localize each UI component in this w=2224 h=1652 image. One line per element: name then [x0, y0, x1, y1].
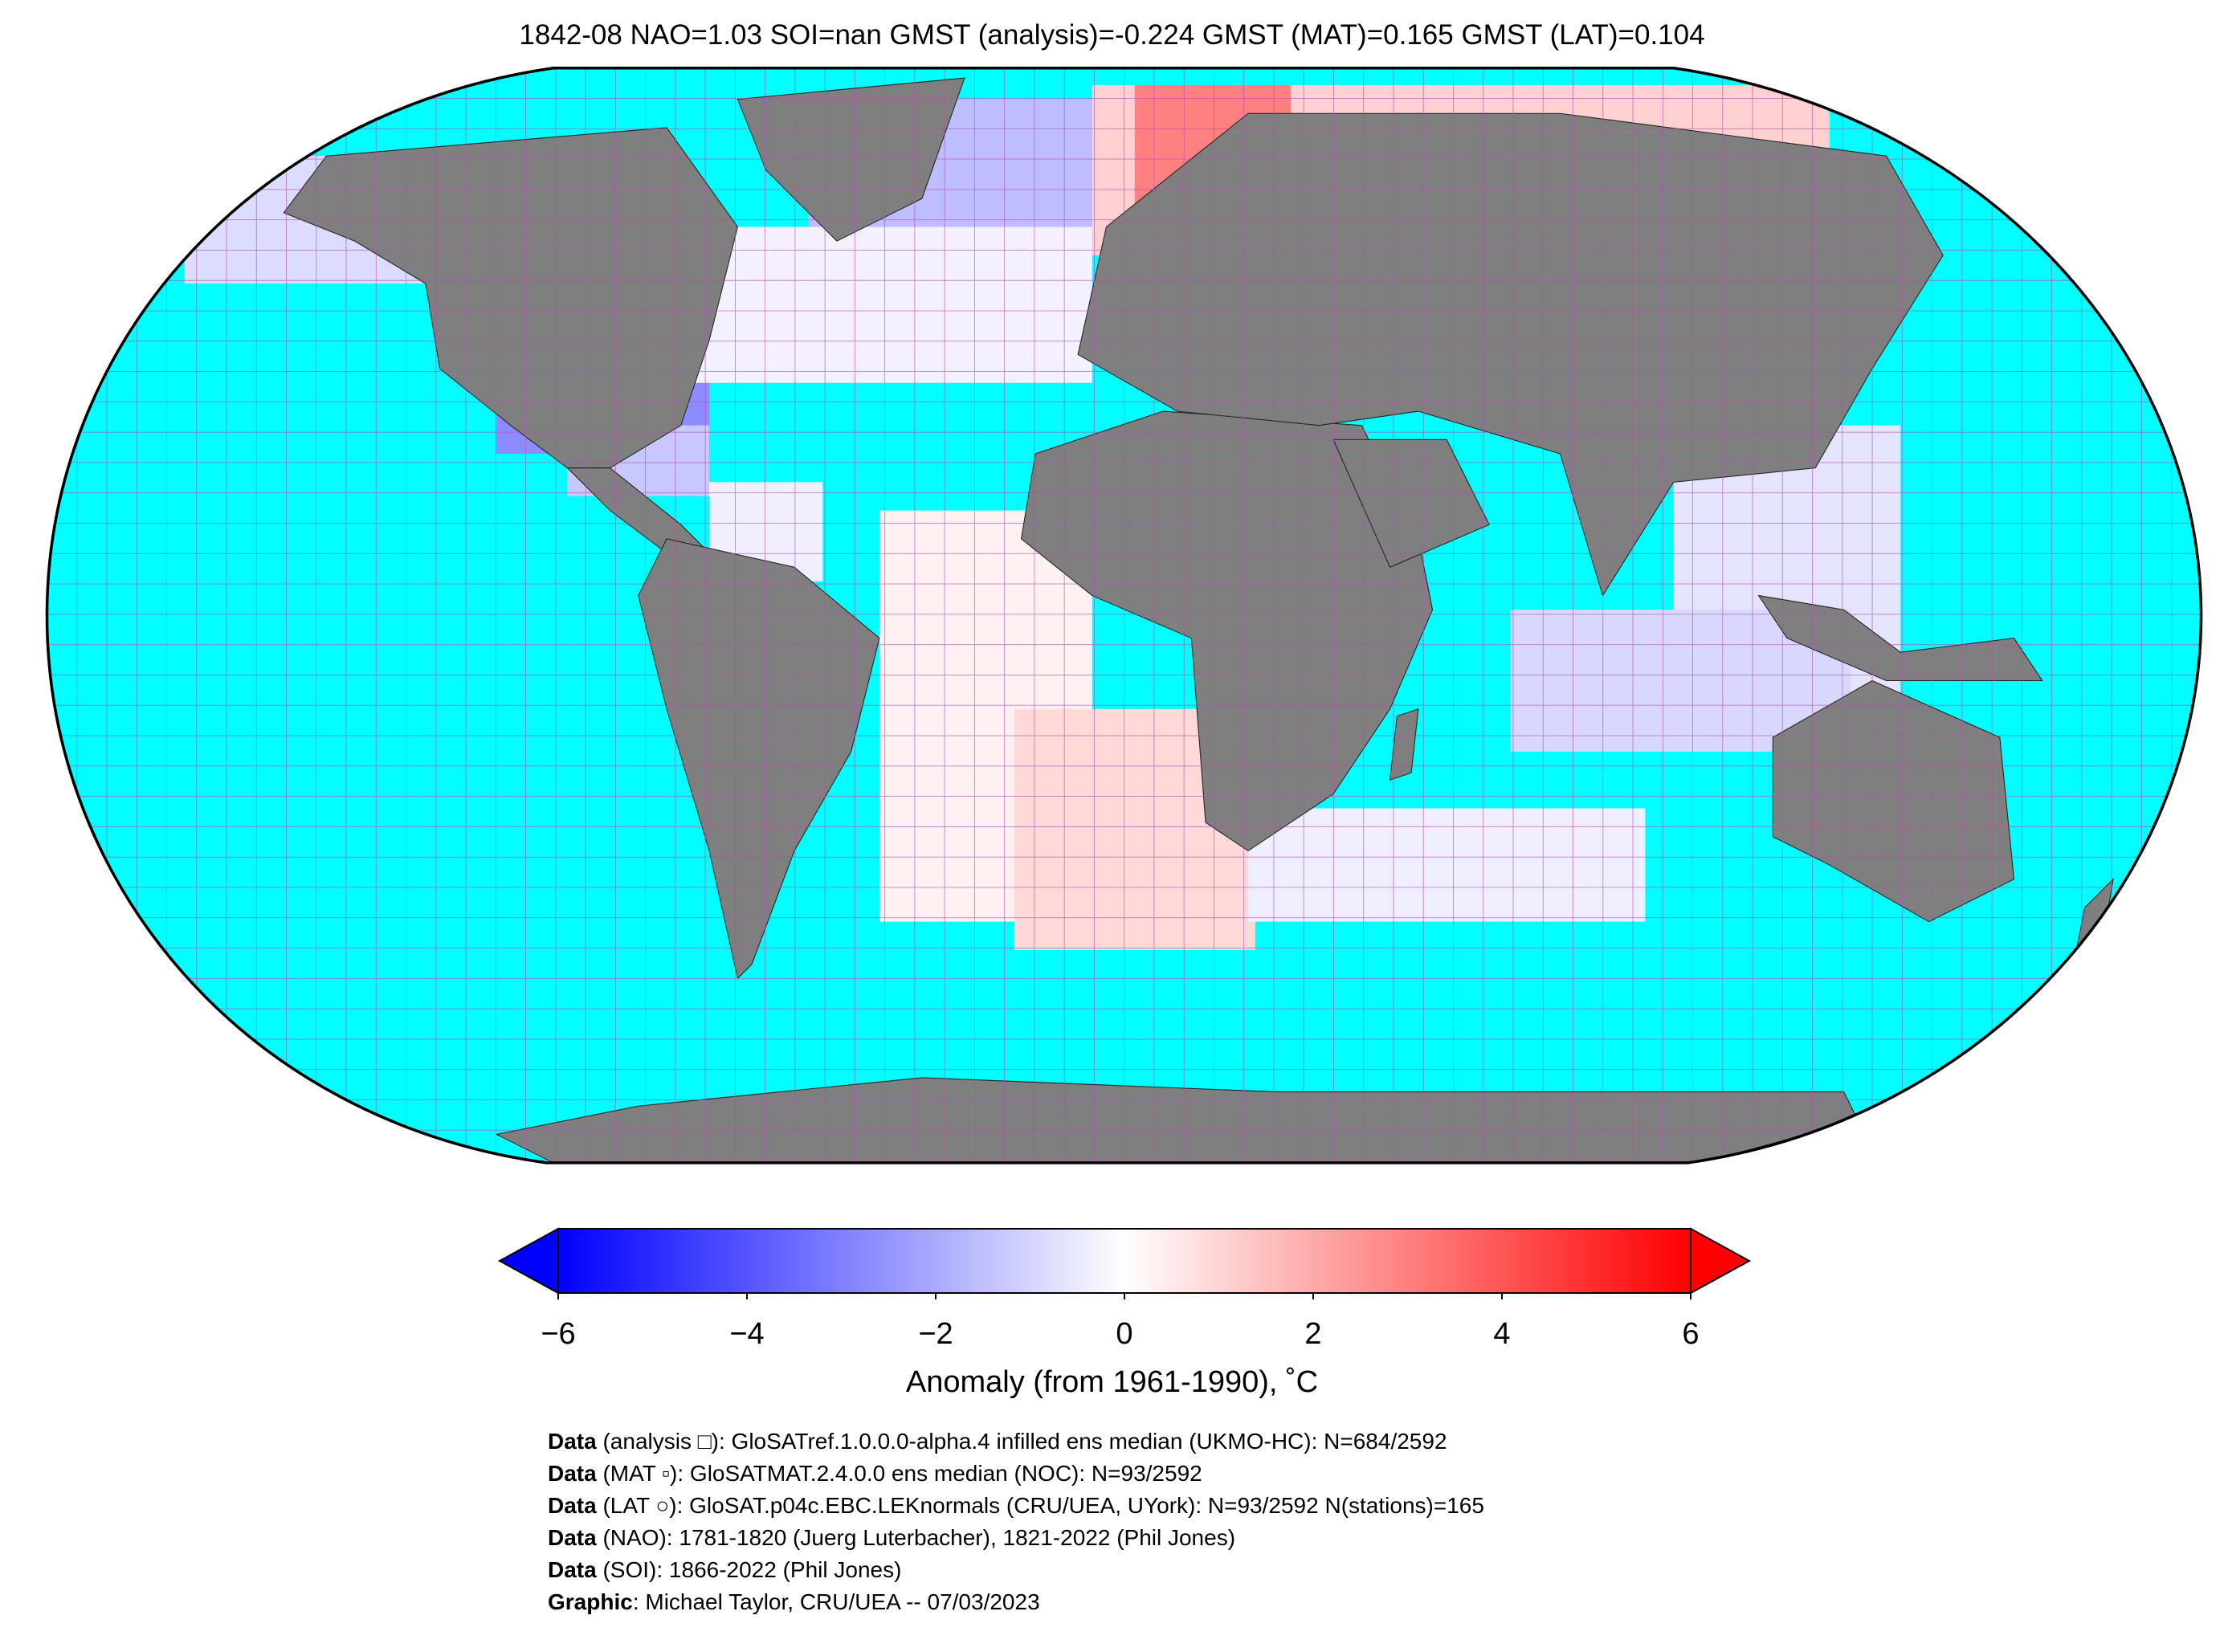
- colorbar-tick-label: 6: [1682, 1317, 1700, 1351]
- data-credits: Data (analysis □): GloSATref.1.0.0.0-alp…: [548, 1426, 1484, 1618]
- map-title: 1842-08 NAO=1.03 SOI=nan GMST (analysis)…: [519, 19, 1705, 51]
- credit-line-nao: Data (NAO): 1781-1820 (Juerg Luterbacher…: [548, 1525, 1236, 1550]
- credit-line-soi: Data (SOI): 1866-2022 (Phil Jones): [548, 1557, 902, 1582]
- indonesia: [1757, 594, 2043, 682]
- arabia: [1332, 438, 1490, 568]
- colorbar-label: Anomaly (from 1961-1990), ˚C: [905, 1365, 1319, 1399]
- colorbar-gradient: [557, 1228, 1691, 1294]
- madagascar: [1389, 708, 1419, 781]
- credit-line-lat: Data (LAT ○): GloSAT.p04c.EBC.LEKnormals…: [548, 1493, 1484, 1518]
- map-outline: [45, 66, 2203, 1165]
- colorbar-min-extension: [498, 1227, 559, 1295]
- antarctica: [495, 1077, 1859, 1163]
- colorbar-tick-label: 4: [1493, 1317, 1511, 1351]
- eurasia: [1077, 112, 1944, 597]
- graticule: [47, 67, 2202, 1163]
- colorbar-max-extension: [1690, 1227, 1751, 1295]
- colorbar-tick-label: −2: [918, 1317, 953, 1351]
- colorbar-tick-label: −4: [729, 1317, 765, 1351]
- colorbar-tick-label: 2: [1304, 1317, 1322, 1351]
- colorbar-tick-label: −6: [541, 1317, 576, 1351]
- colorbar-tick-label: 0: [1116, 1317, 1133, 1351]
- credit-line-graphic: Graphic: Michael Taylor, CRU/UEA -- 07/0…: [548, 1589, 1040, 1614]
- credit-line-mat: Data (MAT ▫): GloSATMAT.2.4.0.0 ens medi…: [548, 1461, 1202, 1486]
- credit-line-analysis: Data (analysis □): GloSATref.1.0.0.0-alp…: [548, 1429, 1447, 1454]
- colorbar: [498, 1227, 1751, 1299]
